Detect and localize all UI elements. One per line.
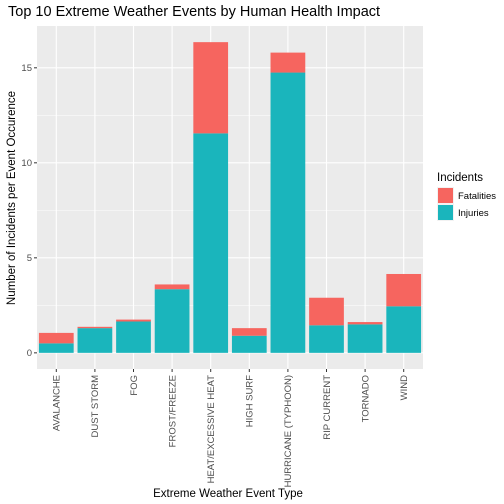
bar-fatalities	[193, 42, 229, 134]
bar-fatalities	[347, 322, 383, 325]
chart-title: Top 10 Extreme Weather Events by Human H…	[8, 4, 380, 20]
legend: Incidents Fatalities Injuries	[437, 172, 496, 221]
bar-injuries	[231, 335, 267, 353]
y-tick-label: 15	[21, 63, 32, 74]
bar-fatalities	[270, 52, 306, 73]
bar-injuries	[270, 72, 306, 353]
bar-injuries	[309, 325, 344, 353]
x-tick-label: TORNADO	[360, 375, 371, 422]
y-axis: 0 5 10 15	[21, 63, 37, 359]
x-tick-label: HURRICANE (TYPHOON)	[283, 375, 294, 487]
bar-injuries	[77, 328, 113, 353]
x-tick-label: RIP CURRENT	[322, 375, 333, 440]
bar-fatalities	[116, 319, 151, 322]
bar-fatalities	[154, 284, 190, 290]
bars	[38, 42, 422, 353]
x-tick-label: HEAT/EXCESSIVE HEAT	[206, 375, 217, 484]
bar-injuries	[386, 306, 422, 353]
legend-swatch-fatalities	[438, 188, 453, 203]
plot-panel	[37, 26, 423, 369]
x-tick-label: FROST/FREEZE	[167, 375, 178, 447]
x-tick-label: AVALANCHE	[52, 375, 63, 431]
bar-injuries	[154, 289, 190, 353]
bar-injuries	[38, 343, 74, 353]
y-axis-title: Number of Incidents per Event Occurence	[6, 91, 18, 305]
bar-fatalities	[38, 332, 74, 344]
y-tick-label: 5	[27, 253, 32, 264]
y-tick-label: 0	[27, 348, 32, 359]
bar-fatalities	[231, 328, 267, 336]
x-tick-label: FOG	[129, 375, 140, 396]
x-tick-label: DUST STORM	[90, 375, 101, 438]
legend-label-injuries: Injuries	[458, 208, 489, 219]
legend-swatch-injuries	[438, 205, 453, 220]
bar-fatalities	[386, 273, 422, 307]
bar-injuries	[193, 133, 229, 353]
x-axis-title: Extreme Weather Event Type	[153, 488, 303, 500]
x-tick-label: WIND	[399, 375, 410, 400]
bar-fatalities	[309, 297, 344, 326]
panel-background	[37, 26, 423, 369]
x-axis: AVALANCHE DUST STORM FOG FROST/FREEZE HEAT/E…	[52, 369, 410, 487]
legend-label-fatalities: Fatalities	[458, 191, 496, 202]
x-tick-label: HIGH SURF	[245, 375, 256, 427]
legend-title: Incidents	[437, 172, 483, 184]
bar-injuries	[116, 321, 151, 353]
y-tick-label: 10	[21, 158, 32, 169]
bar-injuries	[347, 324, 383, 353]
bar-fatalities	[77, 326, 113, 329]
